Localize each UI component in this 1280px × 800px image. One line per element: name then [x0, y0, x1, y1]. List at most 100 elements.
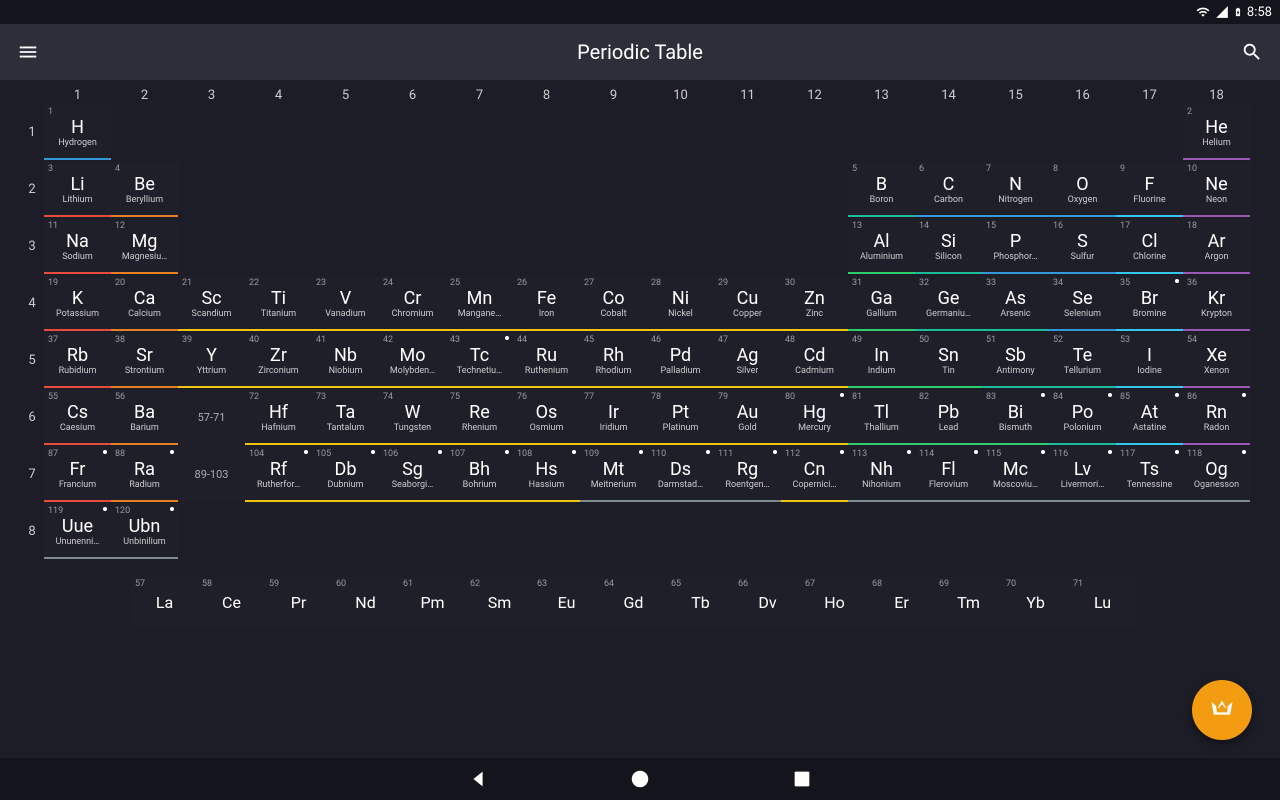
element-ar[interactable]: 18ArArgon — [1183, 219, 1250, 274]
element-kr[interactable]: 36KrKrypton — [1183, 276, 1250, 331]
element-pr[interactable]: 59Pr — [265, 577, 332, 627]
element-cs[interactable]: 55CsCaesium — [44, 390, 111, 445]
search-button[interactable] — [1240, 40, 1264, 64]
element-pt[interactable]: 78PtPlatinum — [647, 390, 714, 445]
element-ts[interactable]: 117TsTennessine — [1116, 447, 1183, 502]
element-ru[interactable]: 44RuRuthenium — [513, 333, 580, 388]
element-y[interactable]: 39YYttrium — [178, 333, 245, 388]
element-bh[interactable]: 107BhBohrium — [446, 447, 513, 502]
element-os[interactable]: 76OsOsmium — [513, 390, 580, 445]
element-te[interactable]: 52TeTellurium — [1049, 333, 1116, 388]
element-sn[interactable]: 50SnTin — [915, 333, 982, 388]
element-rg[interactable]: 111RgRoentgen… — [714, 447, 781, 502]
element-mt[interactable]: 109MtMeitnerium — [580, 447, 647, 502]
element-sb[interactable]: 51SbAntimony — [982, 333, 1049, 388]
element-og[interactable]: 118OgOganesson — [1183, 447, 1250, 502]
element-rb[interactable]: 37RbRubidium — [44, 333, 111, 388]
actinide-range[interactable]: 89-103 — [178, 447, 245, 502]
element-ge[interactable]: 32GeGermaniu… — [915, 276, 982, 331]
element-tb[interactable]: 65Tb — [667, 577, 734, 627]
element-er[interactable]: 68Er — [868, 577, 935, 627]
element-ti[interactable]: 22TiTitanium — [245, 276, 312, 331]
element-rf[interactable]: 104RfRutherfor… — [245, 447, 312, 502]
element-o[interactable]: 8OOxygen — [1049, 162, 1116, 217]
element-uue[interactable]: 119UueUnunenni… — [44, 504, 111, 559]
element-tl[interactable]: 81TlThallium — [848, 390, 915, 445]
element-pb[interactable]: 82PbLead — [915, 390, 982, 445]
element-au[interactable]: 79AuGold — [714, 390, 781, 445]
element-s[interactable]: 16SSulfur — [1049, 219, 1116, 274]
element-rh[interactable]: 45RhRhodium — [580, 333, 647, 388]
element-eu[interactable]: 63Eu — [533, 577, 600, 627]
element-ra[interactable]: 88RaRadium — [111, 447, 178, 502]
premium-fab[interactable] — [1192, 680, 1252, 740]
element-p[interactable]: 15PPhosphor… — [982, 219, 1049, 274]
element-hs[interactable]: 108HsHassium — [513, 447, 580, 502]
element-fr[interactable]: 87FrFrancium — [44, 447, 111, 502]
element-fe[interactable]: 26FeIron — [513, 276, 580, 331]
element-w[interactable]: 74WTungsten — [379, 390, 446, 445]
element-co[interactable]: 27CoCobalt — [580, 276, 647, 331]
element-db[interactable]: 105DbDubnium — [312, 447, 379, 502]
element-ni[interactable]: 28NiNickel — [647, 276, 714, 331]
element-n[interactable]: 7NNitrogen — [982, 162, 1049, 217]
element-nd[interactable]: 60Nd — [332, 577, 399, 627]
element-rn[interactable]: 86RnRadon — [1183, 390, 1250, 445]
element-mn[interactable]: 25MnMangane… — [446, 276, 513, 331]
element-cr[interactable]: 24CrChromium — [379, 276, 446, 331]
element-cl[interactable]: 17ClChlorine — [1116, 219, 1183, 274]
element-se[interactable]: 34SeSelenium — [1049, 276, 1116, 331]
element-nh[interactable]: 113NhNihonium — [848, 447, 915, 502]
element-pd[interactable]: 46PdPalladium — [647, 333, 714, 388]
element-hf[interactable]: 72HfHafnium — [245, 390, 312, 445]
element-k[interactable]: 19KPotassium — [44, 276, 111, 331]
element-sm[interactable]: 62Sm — [466, 577, 533, 627]
element-ta[interactable]: 73TaTantalum — [312, 390, 379, 445]
element-b[interactable]: 5BBoron — [848, 162, 915, 217]
element-li[interactable]: 3LiLithium — [44, 162, 111, 217]
element-ne[interactable]: 10NeNeon — [1183, 162, 1250, 217]
element-sr[interactable]: 38SrStrontium — [111, 333, 178, 388]
element-i[interactable]: 53IIodine — [1116, 333, 1183, 388]
element-nb[interactable]: 41NbNiobium — [312, 333, 379, 388]
element-as[interactable]: 33AsArsenic — [982, 276, 1049, 331]
element-ce[interactable]: 58Ce — [198, 577, 265, 627]
back-button[interactable] — [467, 768, 489, 790]
element-cu[interactable]: 29CuCopper — [714, 276, 781, 331]
element-lu[interactable]: 71Lu — [1069, 577, 1136, 627]
element-he[interactable]: 2HeHelium — [1183, 105, 1250, 160]
lanthanide-range[interactable]: 57-71 — [178, 390, 245, 445]
element-ca[interactable]: 20CaCalcium — [111, 276, 178, 331]
element-in[interactable]: 49InIndium — [848, 333, 915, 388]
element-cd[interactable]: 48CdCadmium — [781, 333, 848, 388]
element-sg[interactable]: 106SgSeaborgi… — [379, 447, 446, 502]
element-pm[interactable]: 61Pm — [399, 577, 466, 627]
element-mo[interactable]: 42MoMolybden… — [379, 333, 446, 388]
element-zn[interactable]: 30ZnZinc — [781, 276, 848, 331]
element-be[interactable]: 4BeBeryllium — [111, 162, 178, 217]
element-v[interactable]: 23VVanadium — [312, 276, 379, 331]
element-ga[interactable]: 31GaGallium — [848, 276, 915, 331]
element-sc[interactable]: 21ScScandium — [178, 276, 245, 331]
element-cn[interactable]: 112CnCopernici… — [781, 447, 848, 502]
element-re[interactable]: 75ReRhenium — [446, 390, 513, 445]
element-at[interactable]: 85AtAstatine — [1116, 390, 1183, 445]
element-br[interactable]: 35BrBromine — [1116, 276, 1183, 331]
home-button[interactable] — [629, 768, 651, 790]
element-h[interactable]: 1HHydrogen — [44, 105, 111, 160]
element-hg[interactable]: 80HgMercury — [781, 390, 848, 445]
element-fl[interactable]: 114FlFlerovium — [915, 447, 982, 502]
element-ds[interactable]: 110DsDarmstad… — [647, 447, 714, 502]
element-po[interactable]: 84PoPolonium — [1049, 390, 1116, 445]
element-mc[interactable]: 115McMoscoviu… — [982, 447, 1049, 502]
element-ag[interactable]: 47AgSilver — [714, 333, 781, 388]
element-bi[interactable]: 83BiBismuth — [982, 390, 1049, 445]
element-tm[interactable]: 69Tm — [935, 577, 1002, 627]
element-lv[interactable]: 116LvLivermori… — [1049, 447, 1116, 502]
element-ho[interactable]: 67Ho — [801, 577, 868, 627]
element-zr[interactable]: 40ZrZirconium — [245, 333, 312, 388]
element-xe[interactable]: 54XeXenon — [1183, 333, 1250, 388]
element-la[interactable]: 57La — [131, 577, 198, 627]
element-dv[interactable]: 66Dv — [734, 577, 801, 627]
element-si[interactable]: 14SiSilicon — [915, 219, 982, 274]
